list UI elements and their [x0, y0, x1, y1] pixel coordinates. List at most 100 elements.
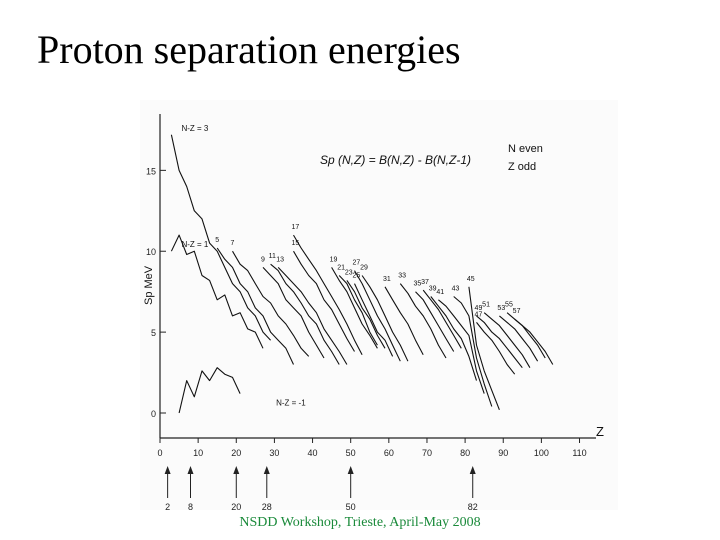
series-line-n-z-23 — [346, 280, 386, 349]
series-annotation: 37 — [421, 279, 429, 286]
series-line-n-z-49 — [476, 315, 523, 369]
series-annotation: 27 — [353, 260, 361, 267]
series-annotation: 55 — [505, 302, 513, 309]
series-line-n-z-29 — [361, 275, 409, 362]
series-annotation: 13 — [276, 256, 284, 263]
series-annotation: 33 — [398, 273, 406, 280]
series-annotation: 41 — [436, 289, 444, 296]
x-tick-label: 20 — [231, 448, 241, 458]
legend-n-even: N even — [508, 143, 543, 155]
scanned-figure: 0 5 10 15 0 10 20 30 40 50 60 70 80 90 100 110 2 8 20 28 50 8… — [140, 100, 618, 512]
series-line-n-z-27 — [354, 270, 401, 362]
series-line-n-z-13 — [277, 267, 348, 365]
series-line-n-z-17 — [293, 234, 363, 356]
series-annotation: 43 — [452, 286, 460, 293]
series-line-n-z-9 — [262, 267, 325, 359]
x-tick-label: 30 — [269, 448, 279, 458]
series-annotation: 17 — [291, 224, 299, 231]
x-tick-label: 50 — [346, 448, 356, 458]
series-line-n-z-15 — [293, 250, 355, 352]
series-annotation: N-Z = 3 — [181, 124, 208, 133]
series-annotation: 29 — [360, 265, 368, 272]
x-tick-label: 100 — [534, 448, 549, 458]
series-line-n-z-47 — [476, 322, 516, 375]
series-annotation: N-Z = -1 — [276, 399, 306, 408]
series-line-n-z-33 — [399, 283, 447, 359]
magic-number-label: 28 — [262, 502, 272, 510]
x-tick-label: 90 — [498, 448, 508, 458]
series-annotation: 39 — [429, 286, 437, 293]
magic-number-label: 82 — [468, 502, 478, 510]
series-line-n-z-35 — [415, 291, 455, 352]
y-tick-label: 10 — [146, 247, 156, 257]
series-line-n-z-53 — [499, 315, 539, 362]
magic-arrow-head — [233, 466, 240, 474]
magic-arrow-head — [187, 466, 194, 474]
series-annotation: 31 — [383, 276, 391, 283]
magic-arrow-head — [263, 466, 270, 474]
series-line-n-z-57 — [514, 318, 554, 365]
series-line-n-z-1 — [170, 234, 264, 349]
series-annotation: 53 — [497, 305, 505, 312]
magic-number-label: 20 — [231, 502, 241, 510]
magic-arrow-head — [469, 466, 476, 474]
x-tick-label: 70 — [422, 448, 432, 458]
x-tick-label: 110 — [572, 448, 586, 458]
series-line-n-z-39 — [430, 296, 478, 381]
magic-number-label: 2 — [165, 502, 170, 510]
series-annotation: 9 — [261, 256, 265, 263]
slide-title: Proton separation energies — [37, 27, 461, 72]
series-annotation: 7 — [230, 240, 234, 247]
series-annotation: 57 — [513, 308, 521, 315]
chart-formula: Sp (N,Z) = B(N,Z) - B(N,Z-1) — [320, 153, 471, 167]
series-line-n-z-19 — [331, 267, 378, 349]
series-line-n-z-45 — [468, 286, 500, 411]
series-line-n-z-7 — [232, 250, 310, 357]
y-tick-label: 15 — [146, 166, 156, 176]
series-line-n-z-11 — [270, 263, 340, 365]
series-annotation: 5 — [215, 237, 219, 244]
x-tick-label: 10 — [193, 448, 203, 458]
series-line-n-z-3 — [170, 134, 272, 341]
series-line-n-z-5 — [216, 247, 294, 365]
series-annotation: 19 — [330, 256, 338, 263]
x-tick-label: 60 — [384, 448, 394, 458]
series-annotation: N-Z = 1 — [181, 240, 208, 249]
slide-footer: NSDD Workshop, Trieste, April-May 2008 — [239, 515, 481, 530]
series-annotation: 35 — [414, 281, 422, 288]
y-axis-label: Sp MeV — [143, 265, 155, 305]
series-annotation: 51 — [482, 302, 490, 309]
x-tick-label: 80 — [460, 448, 470, 458]
series-line-n-z-21 — [338, 275, 378, 346]
magic-arrow-head — [347, 466, 354, 474]
magic-number-label: 50 — [346, 502, 356, 510]
magic-arrow-head — [164, 466, 171, 474]
series-annotation: 11 — [269, 253, 276, 260]
series-line-n-z-1 — [178, 367, 241, 414]
x-axis-label: Z — [596, 424, 604, 439]
series-line-n-z-25 — [354, 283, 394, 357]
x-tick-label: 0 — [157, 448, 162, 458]
series-annotation: 47 — [475, 311, 483, 318]
series-annotation: 15 — [291, 240, 299, 247]
magic-number-label: 8 — [188, 502, 193, 510]
x-tick-label: 40 — [308, 448, 318, 458]
series-line-n-z-41 — [438, 299, 485, 394]
y-tick-label: 0 — [151, 409, 156, 419]
series-line-n-z-37 — [422, 289, 462, 349]
series-line-n-z-43 — [453, 296, 493, 407]
series-annotation: 45 — [467, 276, 475, 283]
legend-z-odd: Z odd — [508, 161, 536, 173]
y-tick-label: 5 — [151, 328, 156, 338]
series-annotation: 25 — [353, 273, 361, 280]
series-annotation: 49 — [475, 305, 483, 312]
series-line-n-z-31 — [384, 286, 424, 356]
series-line-n-z-51 — [483, 312, 531, 368]
series-line-n-z-55 — [506, 312, 546, 359]
series-annotation: 21 — [337, 265, 345, 272]
series-annotation: 23 — [345, 269, 353, 276]
chart-series-layer — [170, 134, 554, 414]
